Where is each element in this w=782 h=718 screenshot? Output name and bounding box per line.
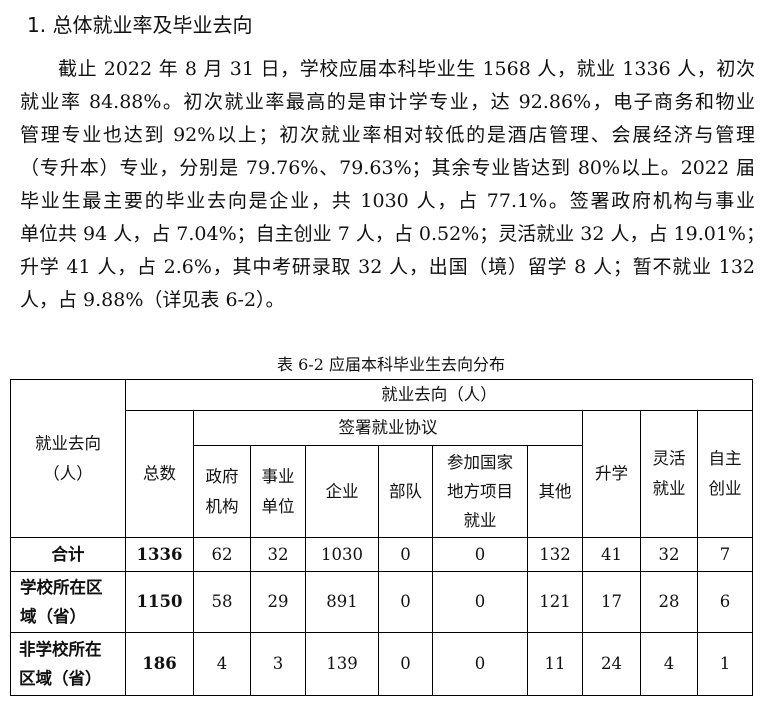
cell: 1 <box>697 632 753 696</box>
col-header: 自主创业 <box>697 410 753 538</box>
table-row: 非学校所在区域（省） 186 4 3 139 0 0 11 24 4 1 <box>10 632 753 696</box>
row-label: 学校所在区域（省） <box>10 571 126 633</box>
cell: 0 <box>432 571 528 633</box>
graduate-destination-table: 就业去向（人） 就业去向（人） 总数 签署就业协议 升学 灵活就业 自主创业 政… <box>10 379 753 696</box>
cell: 0 <box>378 632 433 696</box>
cell: 17 <box>582 571 641 633</box>
paragraph-line: 管理专业也达到 92%以上；初次就业率相对较低的是酒店管理、会展经济与管理 <box>20 124 755 146</box>
cell: 891 <box>305 571 379 633</box>
total-header: 总数 <box>125 410 194 538</box>
paragraph-line: 就业率 84.88%。初次就业率最高的是审计学专业，达 92.86%，电子商务和… <box>20 91 755 113</box>
col-header: 参加国家地方项目就业 <box>432 445 528 538</box>
paragraph-line: 升学 41 人，占 2.6%，其中考研录取 32 人，出国（境）留学 8 人；暂… <box>20 256 755 278</box>
agreement-header: 签署就业协议 <box>193 410 583 446</box>
col-header: 部队 <box>378 445 433 538</box>
table-row: 学校所在区域（省） 1150 58 29 891 0 0 121 17 28 6 <box>10 571 753 633</box>
cell: 0 <box>432 632 528 696</box>
table-caption: 表 6-2 应届本科毕业生去向分布 <box>277 355 505 374</box>
col-header: 升学 <box>582 410 641 538</box>
paragraph-line: 毕业生最主要的毕业去向是企业，共 1030 人，占 77.1%。签署政府机构与事… <box>20 190 755 212</box>
col-header: 其他 <box>527 445 583 538</box>
cell: 186 <box>125 632 194 696</box>
cell: 7 <box>697 537 753 572</box>
cell: 41 <box>582 537 641 572</box>
cell: 132 <box>527 537 583 572</box>
cell: 121 <box>527 571 583 633</box>
cell: 29 <box>250 571 306 633</box>
cell: 0 <box>432 537 528 572</box>
cell: 11 <box>527 632 583 696</box>
cell: 28 <box>640 571 698 633</box>
cell: 1150 <box>125 571 194 633</box>
cell: 32 <box>640 537 698 572</box>
group-header: 就业去向（人） <box>125 379 753 411</box>
paragraph-line: 截止 2022 年 8 月 31 日，学校应届本科毕业生 1568 人，就业 1… <box>58 58 755 80</box>
col-header: 事业单位 <box>250 445 306 538</box>
cell: 4 <box>640 632 698 696</box>
cell: 6 <box>697 571 753 633</box>
paragraph-line: （专升本）专业，分别是 79.76%、79.63%；其余专业皆达到 80%以上。… <box>20 157 755 179</box>
row-label-header: 就业去向（人） <box>10 379 126 538</box>
cell: 24 <box>582 632 641 696</box>
paragraph-line: 单位共 94 人，占 7.04%；自主创业 7 人，占 0.52%；灵活就业 3… <box>20 223 765 245</box>
table-row: 合计 1336 62 32 1030 0 0 132 41 32 7 <box>10 537 753 572</box>
cell: 4 <box>193 632 251 696</box>
cell: 0 <box>378 571 433 633</box>
cell: 0 <box>378 537 433 572</box>
cell: 1030 <box>305 537 379 572</box>
paragraph-line: 人，占 9.88%（详见表 6-2）。 <box>20 289 285 311</box>
cell: 1336 <box>125 537 194 572</box>
cell: 62 <box>193 537 251 572</box>
section-title: 1. 总体就业率及毕业去向 <box>27 13 253 37</box>
col-header: 政府机构 <box>193 445 251 538</box>
row-label: 合计 <box>10 537 126 572</box>
col-header: 灵活就业 <box>640 410 698 538</box>
cell: 58 <box>193 571 251 633</box>
row-label: 非学校所在区域（省） <box>10 632 126 696</box>
body-paragraph: 截止 2022 年 8 月 31 日，学校应届本科毕业生 1568 人，就业 1… <box>20 53 765 317</box>
cell: 3 <box>250 632 306 696</box>
cell: 32 <box>250 537 306 572</box>
col-header: 企业 <box>305 445 379 538</box>
cell: 139 <box>305 632 379 696</box>
